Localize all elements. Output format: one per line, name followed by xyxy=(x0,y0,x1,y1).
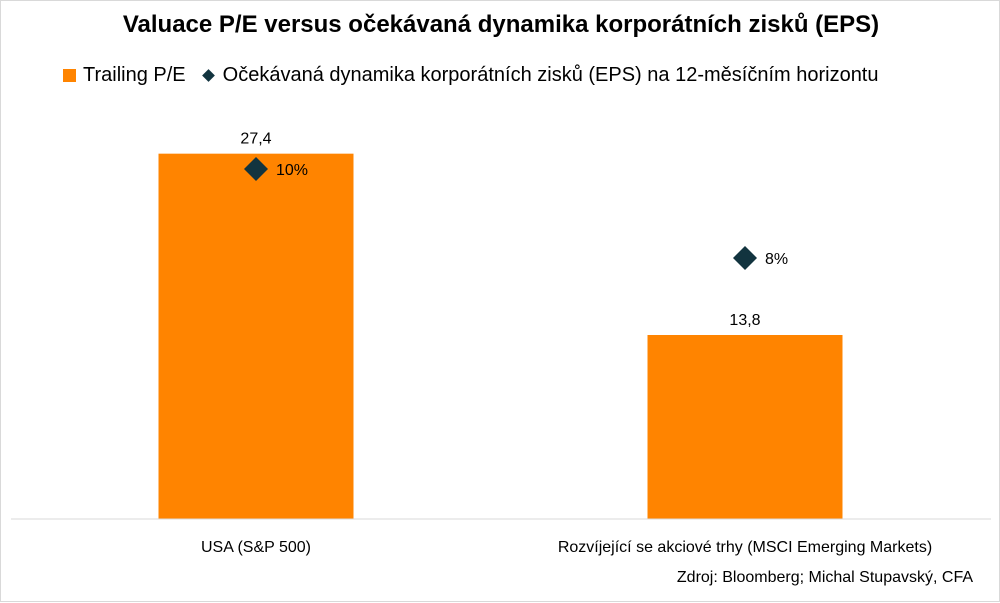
chart-title: Valuace P/E versus očekávaná dynamika ko… xyxy=(122,11,880,38)
eps-label-0: 10% xyxy=(276,162,308,179)
eps-marker-0 xyxy=(244,157,268,181)
bar-label-pe-0: 27,4 xyxy=(240,131,271,148)
legend-label-pe: Trailing P/E xyxy=(83,63,186,86)
bar-pe-1 xyxy=(647,335,843,519)
chart-legend: Trailing P/E Očekávaná dynamika korporát… xyxy=(63,61,893,89)
legend-swatch-pe xyxy=(63,68,76,82)
legend-item-eps: Očekávaná dynamika korporátních zisků (E… xyxy=(200,64,879,87)
legend-item-pe: Trailing P/E xyxy=(63,64,186,87)
bar-label-pe-1: 13,8 xyxy=(729,312,760,329)
eps-marker-1 xyxy=(733,246,757,270)
eps-label-1: 8% xyxy=(765,251,788,268)
x-tick-label-1: Rozvíjející se akciové trhy (MSCI Emergi… xyxy=(558,539,932,556)
x-tick-label-0: USA (S&P 500) xyxy=(201,539,311,556)
legend-label-eps: Očekávaná dynamika korporátních zisků (E… xyxy=(222,63,879,86)
bar-pe-0 xyxy=(158,153,354,519)
source-note: Zdroj: Bloomberg; Michal Stupavský, CFA xyxy=(676,569,973,586)
